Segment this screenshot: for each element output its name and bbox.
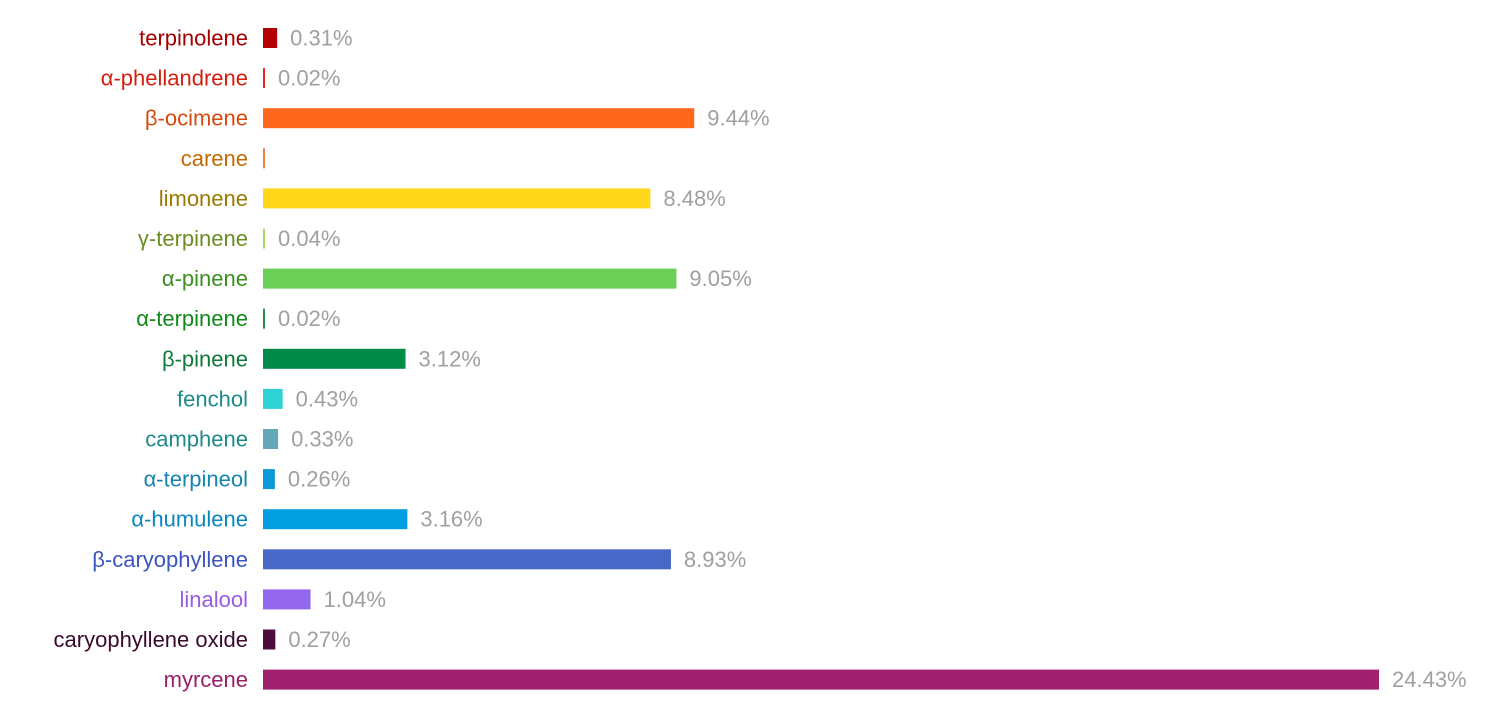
value-label: 9.05% — [689, 266, 751, 291]
bar — [263, 669, 1379, 690]
category-label: fenchol — [177, 386, 248, 411]
bar-row: limonene 8.48% — [159, 186, 726, 211]
value-label: 24.43% — [1392, 667, 1467, 692]
value-label: 8.93% — [684, 547, 746, 572]
bar-row: α-terpineol 0.26% — [144, 467, 351, 492]
value-label: 0.26% — [288, 467, 350, 492]
bar — [263, 629, 276, 650]
value-label: 0.33% — [291, 427, 353, 452]
value-label: 3.16% — [420, 507, 482, 532]
bar — [263, 348, 406, 369]
bar-row: carene — [181, 146, 265, 171]
bar-row: α-terpinene 0.02% — [136, 306, 340, 331]
category-label: β-pinene — [162, 346, 248, 371]
bar — [263, 188, 651, 209]
bar-row: β-ocimene 9.44% — [145, 106, 770, 131]
category-label: myrcene — [164, 667, 248, 692]
category-label: α-terpinene — [136, 306, 248, 331]
category-label: caryophyllene oxide — [54, 627, 248, 652]
value-label: 0.31% — [290, 26, 352, 51]
category-label: γ-terpinene — [138, 226, 248, 251]
category-label: α-humulene — [131, 507, 248, 532]
category-label: β-ocimene — [145, 106, 248, 131]
bar — [263, 549, 671, 570]
value-label: 0.27% — [288, 627, 350, 652]
bar — [263, 228, 265, 249]
category-label: α-phellandrene — [101, 66, 248, 91]
bar-row: γ-terpinene 0.04% — [138, 226, 340, 251]
category-label: β-caryophyllene — [92, 547, 248, 572]
bar — [263, 388, 283, 409]
bar-row: β-caryophyllene 8.93% — [92, 547, 746, 572]
bar — [263, 268, 677, 289]
category-label: linalool — [180, 587, 249, 612]
value-label: 0.04% — [278, 226, 340, 251]
bar-row: linalool 1.04% — [180, 587, 386, 612]
category-label: α-pinene — [162, 266, 248, 291]
category-label: carene — [181, 146, 248, 171]
bar — [263, 469, 275, 490]
value-label: 9.44% — [707, 106, 769, 131]
category-label: camphene — [145, 427, 248, 452]
bar — [263, 28, 278, 48]
bar-row: fenchol 0.43% — [177, 386, 358, 411]
bar — [263, 429, 279, 449]
bar-row: caryophyllene oxide 0.27% — [54, 627, 351, 652]
bar — [263, 509, 408, 530]
category-label: α-terpineol — [144, 467, 248, 492]
bar-row: β-pinene 3.12% — [162, 346, 481, 371]
value-label: 3.12% — [419, 346, 481, 371]
bar-row: myrcene 24.43% — [164, 667, 1467, 692]
category-label: terpinolene — [139, 26, 248, 51]
bar-row: camphene 0.33% — [145, 427, 353, 452]
value-label: 8.48% — [663, 186, 725, 211]
bar-row: terpinolene 0.31% — [139, 26, 352, 51]
value-label: 0.02% — [278, 66, 340, 91]
value-label: 0.43% — [296, 386, 358, 411]
value-label: 0.02% — [278, 306, 340, 331]
bar — [263, 148, 265, 169]
bar — [263, 308, 265, 329]
bar-row: α-pinene 9.05% — [162, 266, 752, 291]
bar-row: α-humulene 3.16% — [131, 507, 482, 532]
value-label: 1.04% — [324, 587, 386, 612]
bar — [263, 68, 265, 89]
bar-row: α-phellandrene 0.02% — [101, 66, 341, 91]
category-label: limonene — [159, 186, 248, 211]
bar — [263, 589, 311, 610]
bar — [263, 108, 695, 129]
